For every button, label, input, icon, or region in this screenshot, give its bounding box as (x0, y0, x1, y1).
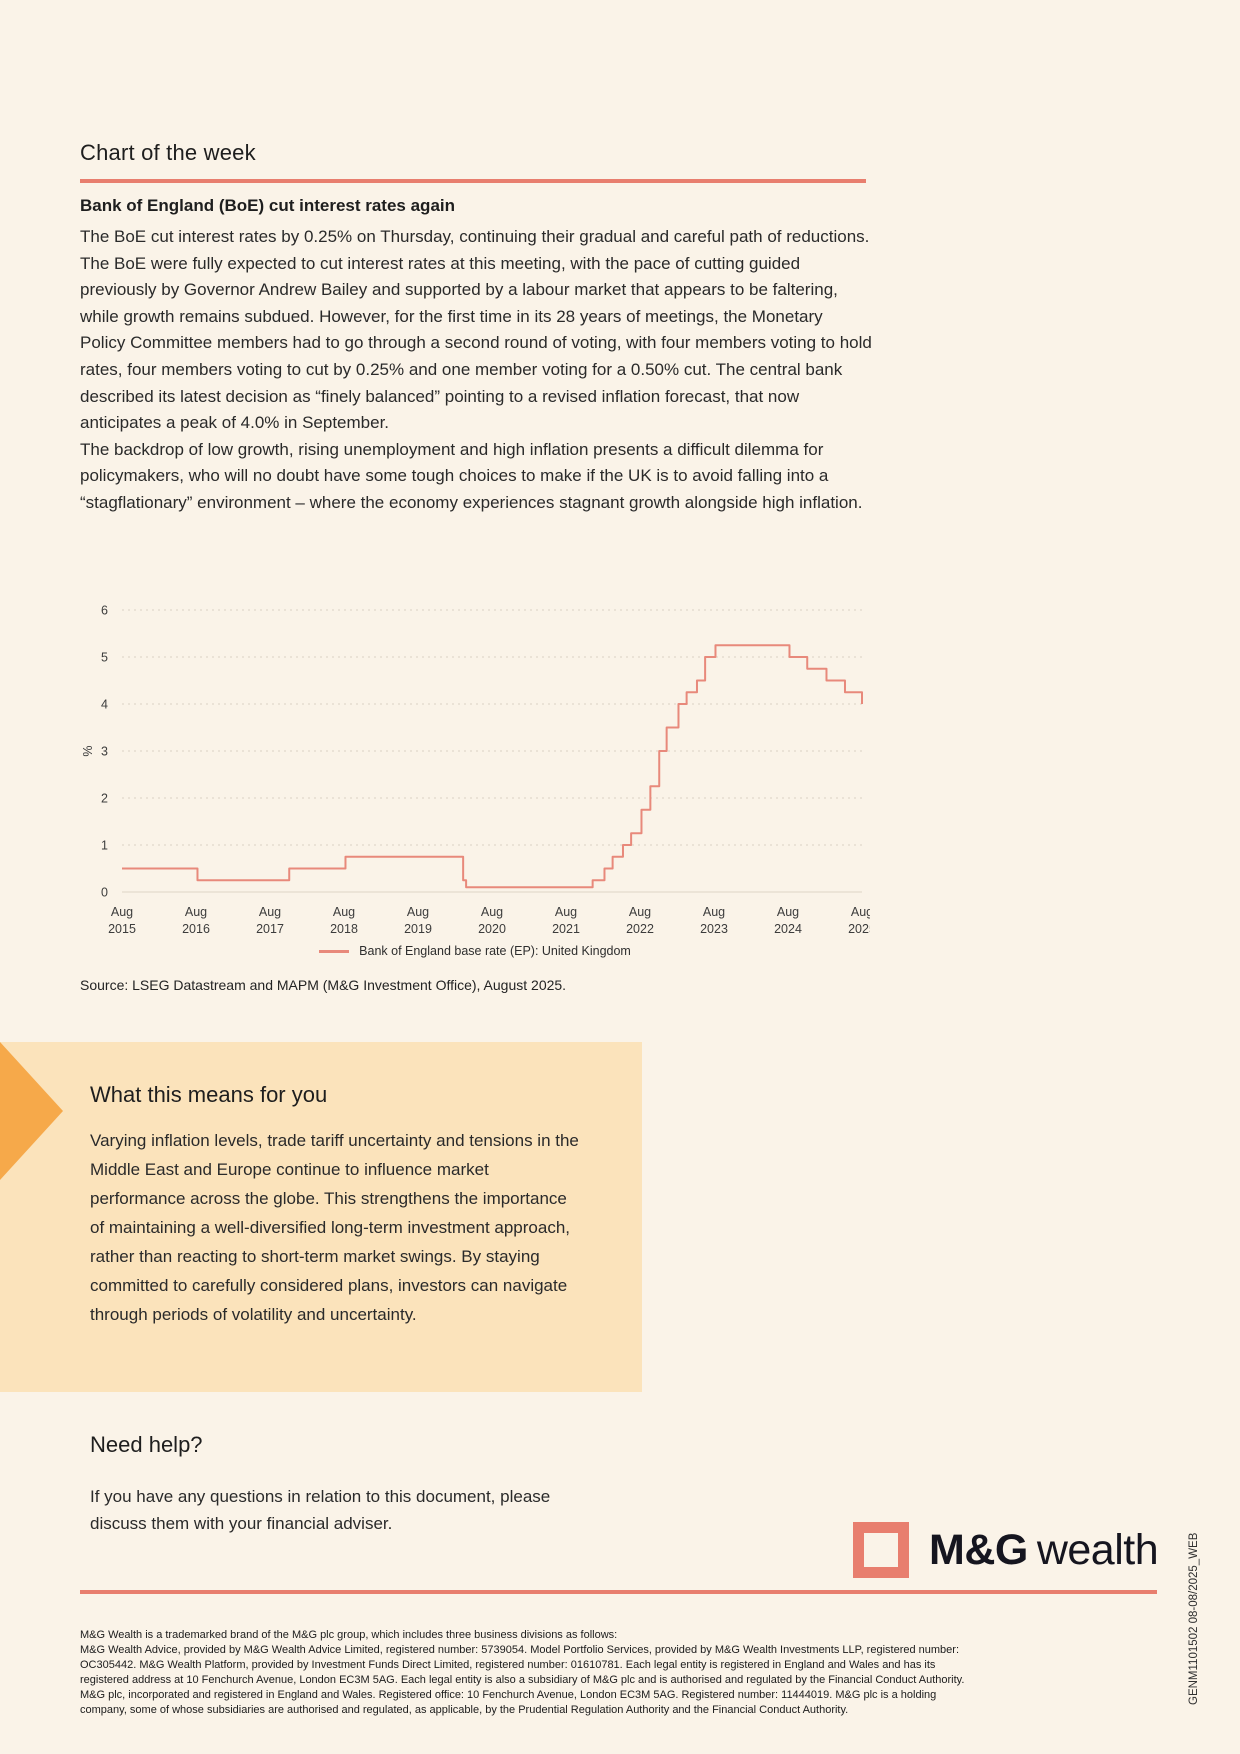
svg-text:Aug: Aug (629, 905, 651, 919)
article-headline: Bank of England (BoE) cut interest rates… (80, 196, 456, 215)
svg-text:2018: 2018 (330, 922, 358, 936)
svg-text:1: 1 (101, 839, 108, 853)
svg-text:%: % (81, 745, 95, 756)
svg-text:5: 5 (101, 651, 108, 665)
svg-text:0: 0 (101, 886, 108, 900)
chart-legend: Bank of England base rate (EP): United K… (80, 944, 870, 958)
mg-wealth-logo: M&G wealth (853, 1522, 1159, 1578)
svg-text:2015: 2015 (108, 922, 136, 936)
svg-text:2022: 2022 (626, 922, 654, 936)
svg-text:3: 3 (101, 745, 108, 759)
svg-text:2021: 2021 (552, 922, 580, 936)
callout-arrow-icon (0, 1042, 63, 1180)
base-rate-chart-svg: 0 1 2 3 4 5 6 Aug 2015 Aug 2016 Aug 2017 Aug 2018 Aug 20… (81, 604, 876, 937)
svg-text:Aug: Aug (777, 905, 799, 919)
footer-legal-text: M&G Wealth is a trademarked brand of the… (80, 1629, 965, 1716)
legend-line-marker-icon (319, 949, 350, 953)
svg-text:Aug: Aug (259, 905, 281, 919)
svg-text:Aug: Aug (481, 905, 503, 919)
svg-text:Aug: Aug (407, 905, 429, 919)
svg-text:Aug: Aug (333, 905, 355, 919)
svg-text:Aug: Aug (555, 905, 577, 919)
callout-box (0, 1042, 642, 1392)
document-code-vertical: GENM1101502 08-08/2025_WEB (1188, 1532, 1200, 1705)
article-paragraph: The BoE cut interest rates by 0.25% on T… (80, 227, 872, 433)
logo-brand-bold: M&G (929, 1525, 1028, 1574)
footer-rule (80, 1590, 1157, 1594)
need-help-title: Need help? (90, 1432, 203, 1457)
svg-text:2023: 2023 (700, 922, 728, 936)
logo-square-icon (853, 1522, 909, 1578)
need-help-body: If you have any questions in relation to… (90, 1487, 551, 1533)
svg-text:2025: 2025 (848, 922, 870, 936)
article-paragraph: The backdrop of low growth, rising unemp… (80, 439, 863, 512)
svg-text:4: 4 (101, 698, 108, 712)
svg-text:6: 6 (101, 604, 108, 618)
svg-text:2024: 2024 (774, 922, 802, 936)
svg-text:2019: 2019 (404, 922, 432, 936)
svg-text:2017: 2017 (256, 922, 284, 936)
base-rate-chart: 0 1 2 3 4 5 6 Aug 2015 Aug 2016 Aug 2017 Aug 2018 Aug 20… (80, 598, 876, 948)
section-title-rule (80, 179, 866, 183)
legend-label: Bank of England base rate (EP): United K… (359, 944, 631, 958)
callout-title: What this means for you (90, 1082, 328, 1107)
logo-brand-light: wealth (1036, 1525, 1159, 1574)
article-body: The BoE cut interest rates by 0.25% on T… (80, 224, 872, 517)
svg-text:Aug: Aug (703, 905, 725, 919)
svg-text:Aug: Aug (111, 905, 133, 919)
section-title: Chart of the week (80, 140, 256, 165)
source-note: Source: LSEG Datastream and MAPM (M&G In… (80, 977, 567, 993)
svg-text:Aug: Aug (185, 905, 207, 919)
svg-text:Aug: Aug (851, 905, 870, 919)
svg-text:2: 2 (101, 792, 108, 806)
logo-text: M&G wealth (929, 1525, 1159, 1575)
callout-body: Varying inflation levels, trade tariff u… (90, 1131, 579, 1324)
svg-text:2020: 2020 (478, 922, 506, 936)
svg-text:2016: 2016 (182, 922, 210, 936)
